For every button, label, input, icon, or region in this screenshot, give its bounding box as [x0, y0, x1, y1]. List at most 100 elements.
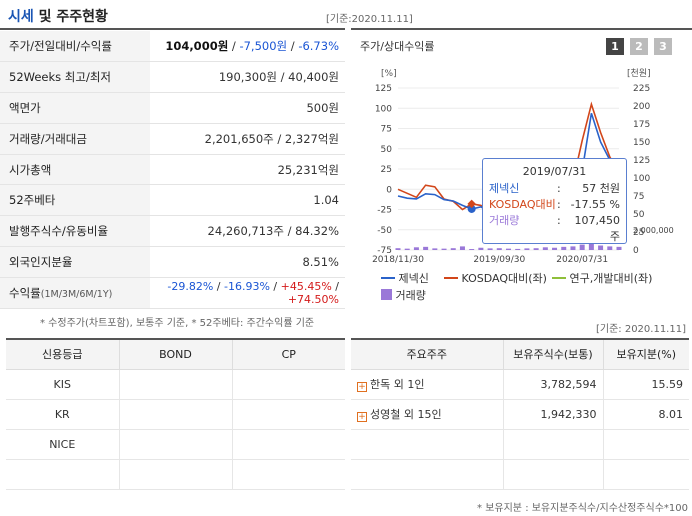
right-tick-label: 25 — [633, 228, 644, 238]
right-tick-label: 75 — [633, 192, 644, 202]
volume-bar — [607, 246, 613, 250]
volume-bar — [524, 248, 530, 250]
volume-bar — [616, 246, 622, 250]
row-value: 24,260,713주 / 84.32% — [150, 215, 345, 248]
volume-axis-label: 2,000,000 — [633, 226, 674, 235]
volume-bar — [515, 248, 521, 250]
holder-name[interactable]: 성영철 외 15인 — [370, 408, 442, 421]
volume-bar — [570, 246, 576, 250]
right-tick-label: 125 — [633, 156, 650, 166]
table-row: 거래량/거래대금 2,201,650주 / 2,327억원 — [0, 123, 345, 155]
column-header: 신용등급 — [6, 339, 120, 370]
right-axis-unit: [천원] — [627, 68, 651, 79]
volume-bar — [450, 248, 456, 250]
volume-bar — [487, 248, 493, 250]
agency-name: NICE — [6, 429, 120, 460]
holder-name[interactable]: 한독 외 1인 — [370, 378, 425, 391]
volume-bar — [404, 248, 410, 250]
volume-bar — [459, 246, 465, 250]
page-title: 시세 및 주주현황 — [8, 6, 108, 26]
volume-bar — [552, 247, 558, 250]
table-row: 52Weeks 최고/최저 190,300원 / 40,400원 — [0, 61, 345, 94]
row-label: 52주베타 — [0, 184, 150, 217]
left-tick-label: 0 — [386, 185, 392, 195]
expand-icon[interactable]: + — [357, 412, 367, 422]
legend-kosdaq[interactable]: KOSDAQ대비(좌) — [444, 270, 547, 286]
tooltip-value: 107,450 주 — [574, 214, 621, 243]
table-row — [351, 429, 689, 460]
column-header: BOND — [119, 339, 233, 370]
left-tick-label: -25 — [377, 206, 392, 216]
table-row: NICE — [6, 429, 345, 460]
column-header: CP — [232, 339, 345, 370]
row-label: 시가총액 — [0, 154, 150, 186]
price-rate: -6.73% — [298, 39, 339, 54]
table-row: KIS — [6, 369, 345, 400]
current-price: 104,000원 — [165, 39, 229, 54]
column-header: 보유지분(%) — [603, 339, 689, 370]
title-main: 시세 — [8, 9, 34, 25]
base-date-2: [기준: 2020.11.11] — [595, 324, 686, 335]
row-label: 거래량/거래대금 — [0, 123, 150, 155]
volume-bar — [588, 242, 594, 250]
return-1y: +74.50% — [287, 292, 339, 306]
legend-stock[interactable]: 제넥신 — [381, 270, 429, 286]
left-tick-label: 25 — [381, 165, 392, 175]
x-tick-label: 2018/11/30 — [372, 255, 424, 265]
legend-line-icon — [444, 277, 458, 279]
legend-line-icon — [381, 277, 395, 279]
row-value: 2,201,650주 / 2,327억원 — [150, 123, 345, 155]
base-date: [기준:2020.11.11] — [326, 14, 413, 25]
right-tick-label: 0 — [633, 246, 639, 256]
column-header: 주요주주 — [351, 339, 504, 370]
right-tick-label: 200 — [633, 102, 650, 112]
row-value: 25,231억원 — [150, 154, 345, 186]
table-row: 주가/전일대비/수익률 104,000원 / -7,500원 / -6.73% — [0, 31, 345, 63]
volume-bar — [496, 248, 502, 250]
volume-bar — [542, 247, 548, 250]
period-button-1[interactable]: 1 — [606, 38, 624, 55]
volume-bar — [598, 245, 604, 250]
period-button-2[interactable]: 2 — [630, 38, 648, 55]
left-tick-label: 50 — [381, 145, 393, 155]
right-tick-label: 50 — [633, 210, 645, 220]
x-tick-label: 2020/07/31 — [556, 255, 608, 265]
expand-icon[interactable]: + — [357, 382, 367, 392]
agency-name: KR — [6, 399, 120, 430]
row-value: 190,300원 / 40,400원 — [150, 61, 345, 94]
return-6m: +45.45% — [280, 279, 332, 293]
table-row — [6, 459, 345, 490]
table-row: 발행주식수/유동비율 24,260,713주 / 84.32% — [0, 215, 345, 248]
period-button-3[interactable]: 3 — [654, 38, 672, 55]
row-label: 발행주식수/유동비율 — [0, 215, 150, 248]
row-label-sub: (1M/3M/6M/1Y) — [40, 288, 113, 300]
footnote-2: * 보유지분 : 보유지분주식수/지수산정주식수*100 — [477, 503, 688, 514]
agency-name: KIS — [6, 369, 120, 400]
table-row — [351, 459, 689, 490]
volume-bar — [469, 249, 475, 250]
table-row: 외국인지분율 8.51% — [0, 246, 345, 278]
right-tick-label: 225 — [633, 84, 650, 94]
left-tick-label: -50 — [377, 226, 392, 236]
footnote: * 수정주가(차트포함), 보통주 기준, * 52주베타: 주간수익률 기준 — [40, 318, 315, 329]
legend-volume[interactable]: 거래량 — [381, 287, 426, 303]
table-row: 시가총액 25,231억원 — [0, 154, 345, 186]
tooltip-value: -17.55 % — [570, 198, 620, 211]
holder-shares: 3,782,594 — [503, 369, 604, 400]
volume-bar — [432, 248, 438, 250]
divider — [351, 28, 692, 30]
price-change: -7,500원 — [239, 39, 288, 54]
chart-title: 주가/상대수익률 — [360, 40, 435, 53]
legend-rnd[interactable]: 연구,개발대비(좌) — [552, 270, 652, 286]
volume-bar — [533, 248, 539, 250]
volume-bar — [579, 244, 585, 250]
row-label: 외국인지분율 — [0, 246, 150, 278]
table-row: 수익률(1M/3M/6M/1Y) -29.82% / -16.93% / +45… — [0, 277, 345, 309]
left-tick-label: -75 — [377, 246, 392, 256]
legend-square-icon — [381, 289, 392, 300]
table-row: + 한독 외 1인 3,782,594 15.59 — [351, 369, 689, 400]
volume-bar — [413, 247, 419, 250]
row-label: 수익률 — [9, 285, 41, 300]
left-axis-unit: [%] — [381, 69, 397, 79]
tooltip-date: 2019/07/31 — [522, 165, 587, 178]
